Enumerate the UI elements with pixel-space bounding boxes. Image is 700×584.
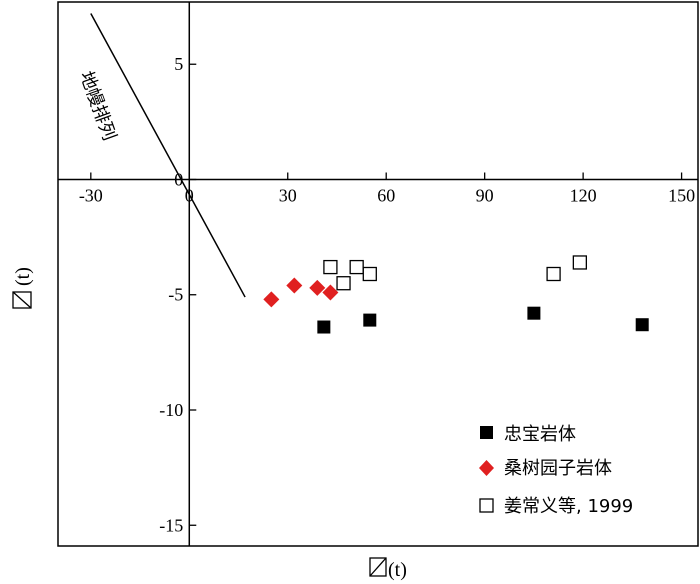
reference-line-label: 地幔排列 bbox=[75, 69, 119, 144]
plot-frame bbox=[57, 1, 699, 547]
y-axis-symbol-glyph bbox=[12, 291, 32, 309]
legend: 忠宝岩体 桑树园子岩体 姜常义等, 1999 bbox=[479, 424, 633, 517]
x-tick-label: 120 bbox=[570, 185, 597, 205]
data-point-open-square bbox=[349, 259, 364, 275]
legend-label-series-3: 姜常义等, 1999 bbox=[504, 496, 633, 517]
x-tick-label: 30 bbox=[279, 185, 297, 205]
x-tick-label: 60 bbox=[377, 185, 395, 205]
y-axis-label: (t) bbox=[12, 267, 34, 309]
x-axis-label: (t) bbox=[369, 557, 407, 581]
x-axis-label-text: (t) bbox=[388, 559, 407, 581]
y-tick-label: 0 bbox=[174, 169, 183, 189]
y-tick-label: 5 bbox=[174, 54, 183, 74]
y-axis-label-text: (t) bbox=[12, 267, 34, 286]
x-tick-label: 150 bbox=[668, 185, 695, 205]
legend-label-series-2: 桑树园子岩体 bbox=[504, 458, 612, 479]
y-tick-label: -10 bbox=[159, 400, 183, 420]
data-point-filled-square bbox=[363, 313, 377, 327]
data-point-open-square bbox=[362, 266, 377, 282]
data-point-diamond bbox=[263, 291, 280, 308]
data-points-group bbox=[263, 255, 649, 334]
axes-group: -30030609012015050-5-10-15 bbox=[58, 2, 698, 546]
data-point-filled-square bbox=[635, 318, 649, 332]
x-tick-label: 90 bbox=[476, 185, 494, 205]
x-axis-symbol-glyph-diag bbox=[369, 557, 387, 577]
data-point-filled-square bbox=[527, 306, 541, 320]
legend-marker-diamond bbox=[479, 460, 494, 476]
legend-marker-filled-square bbox=[480, 426, 493, 439]
data-point-filled-square bbox=[317, 320, 331, 334]
y-tick-label: -15 bbox=[159, 515, 183, 535]
data-point-open-square bbox=[323, 259, 338, 275]
x-axis-symbol-glyph bbox=[369, 557, 387, 577]
legend-label-series-1: 忠宝岩体 bbox=[504, 424, 576, 445]
data-point-diamond bbox=[322, 284, 339, 301]
reference-line-group bbox=[90, 13, 246, 298]
data-point-open-square bbox=[572, 255, 587, 270]
data-point-open-square bbox=[336, 276, 351, 291]
y-axis-symbol-glyph-diag bbox=[12, 291, 32, 309]
data-point-open-square bbox=[546, 266, 561, 282]
x-tick-label: -30 bbox=[79, 185, 103, 205]
data-point-diamond bbox=[286, 277, 303, 294]
data-point-diamond bbox=[309, 279, 326, 296]
legend-marker-open-square bbox=[479, 498, 494, 513]
y-tick-label: -5 bbox=[168, 285, 183, 305]
reference-line bbox=[90, 13, 246, 298]
